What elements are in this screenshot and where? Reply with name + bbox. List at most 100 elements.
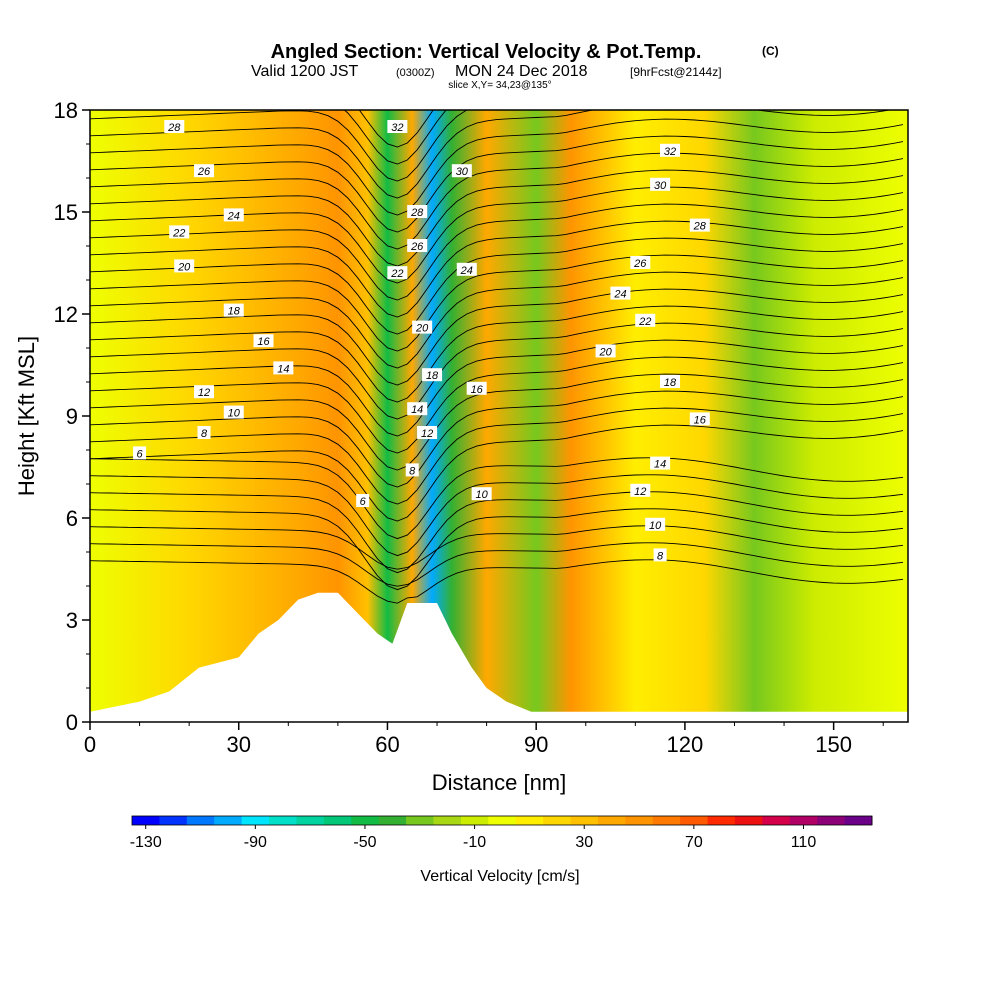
contour-label-text: 6	[360, 496, 367, 508]
colorbar-swatch	[214, 816, 243, 825]
contour-label: 20	[595, 344, 616, 358]
contour-label-text: 12	[634, 486, 646, 498]
contour-label-box	[412, 320, 433, 334]
contour-label: 12	[417, 426, 438, 440]
y-tick-label: 9	[66, 404, 78, 429]
colorbar-swatch	[597, 816, 626, 825]
contour-label-box	[169, 225, 190, 239]
theta-contour	[90, 322, 904, 420]
colorbar-swatch	[515, 816, 544, 825]
contour-label-text: 26	[197, 166, 211, 178]
colorbar-swatch	[817, 816, 846, 825]
contour-label: 22	[387, 266, 408, 280]
contour-label-text: 8	[409, 465, 416, 477]
contour-label-text: 32	[391, 122, 403, 134]
contour-label-text: 32	[664, 146, 676, 158]
contour-label: 22	[635, 313, 656, 328]
contour-label-text: 18	[426, 370, 439, 382]
colorbar: -130 -90 -50 -10 30 70 110	[130, 815, 873, 851]
contour-label-text: 20	[598, 346, 612, 358]
contour-label-text: 26	[633, 258, 647, 270]
contour-label: 6	[133, 446, 147, 460]
colorbar-swatch	[844, 816, 873, 825]
contour-label-box	[653, 548, 667, 562]
contour-label: 10	[471, 487, 492, 501]
contour-label-box	[630, 256, 651, 269]
x-tick-label: 150	[815, 732, 852, 757]
y-axis-title: Height [Kft MSL]	[14, 336, 39, 496]
contour-label-text: 10	[476, 489, 489, 501]
contour-label: 18	[660, 375, 681, 389]
contour-label-box	[451, 164, 472, 178]
contour-label-box	[164, 120, 185, 133]
contour-label-box	[223, 405, 244, 419]
contour-label: 16	[689, 412, 710, 426]
contour-label: 24	[610, 286, 631, 301]
contour-label-box	[253, 334, 274, 348]
colorbar-swatch	[433, 816, 462, 825]
contour-label: 14	[650, 456, 671, 471]
contour-label-box	[133, 446, 147, 460]
theta-contour	[90, 118, 904, 216]
contour-label-text: 30	[654, 180, 667, 192]
y-tick-label: 6	[66, 506, 78, 531]
y-tick-label: 0	[66, 710, 78, 735]
contour-label-text: 6	[137, 448, 144, 460]
contour-label: 8	[197, 426, 211, 440]
contour-label-box	[387, 266, 408, 280]
contour-label-text: 22	[638, 316, 651, 328]
colorbar-swatch	[269, 816, 297, 825]
colorbar-swatch	[132, 816, 160, 825]
theta-contour	[90, 407, 904, 505]
colorbar-tick-label: -10	[463, 834, 486, 851]
contour-label: 14	[407, 402, 428, 416]
colorbar-swatch	[323, 816, 352, 825]
contour-label-text: 10	[649, 520, 662, 532]
theta-contour	[90, 254, 904, 352]
colorbar-swatch	[351, 816, 380, 825]
contour-label: 24	[456, 262, 477, 277]
contour-label: 32	[660, 143, 681, 158]
contour-label-box	[223, 208, 244, 222]
y-tick-label: 3	[66, 608, 78, 633]
contour-label-text: 8	[657, 550, 664, 562]
colorbar-tick-label: 110	[791, 834, 817, 851]
contour-label: 26	[407, 239, 428, 253]
contour-label-box	[660, 375, 681, 388]
contour-label-text: 24	[460, 265, 473, 277]
contour-label-text: 24	[613, 289, 626, 301]
theta-contour	[90, 169, 904, 267]
contour-labels: 28 26 24 22 20 18 16 14 12 10 8 6 32 30 28 26 22 24 20 18 14…	[133, 120, 710, 562]
contour-label-text: 22	[172, 227, 185, 239]
valid-small: (0300Z)	[396, 67, 435, 79]
contour-label-box	[194, 164, 215, 178]
contour-label-box	[650, 177, 671, 191]
contour-label-text: 28	[410, 207, 424, 219]
x-tick-label: 30	[226, 732, 250, 757]
contour-label-box	[273, 361, 294, 375]
colorbar-tick-label: -90	[244, 834, 267, 851]
contour-label-box	[174, 259, 195, 273]
colorbar-swatch	[241, 816, 270, 825]
contour-label-box	[407, 239, 428, 252]
contour-label-text: 16	[471, 384, 484, 396]
x-axis: 0 30 60 90 120 150	[84, 722, 884, 757]
contour-label-box	[417, 426, 438, 439]
slice-info: slice X,Y= 34,23@135°	[448, 80, 551, 91]
contour-label-text: 22	[390, 268, 403, 280]
contour-label: 32	[387, 120, 408, 134]
contour-label-text: 8	[201, 428, 208, 440]
contour-label: 28	[689, 218, 710, 233]
contour-label-box	[387, 120, 408, 133]
theta-contour	[90, 110, 469, 182]
contour-label: 8	[405, 463, 419, 477]
colorbar-swatch	[789, 816, 818, 825]
colorbar-swatch	[186, 816, 215, 825]
contour-label-text: 14	[411, 404, 423, 416]
colorbar-swatch	[570, 816, 599, 825]
contour-label-text: 10	[228, 408, 241, 420]
contour-label: 16	[253, 334, 274, 348]
colorbar-tick-label: 70	[685, 834, 703, 851]
contour-label-text: 20	[415, 323, 429, 335]
